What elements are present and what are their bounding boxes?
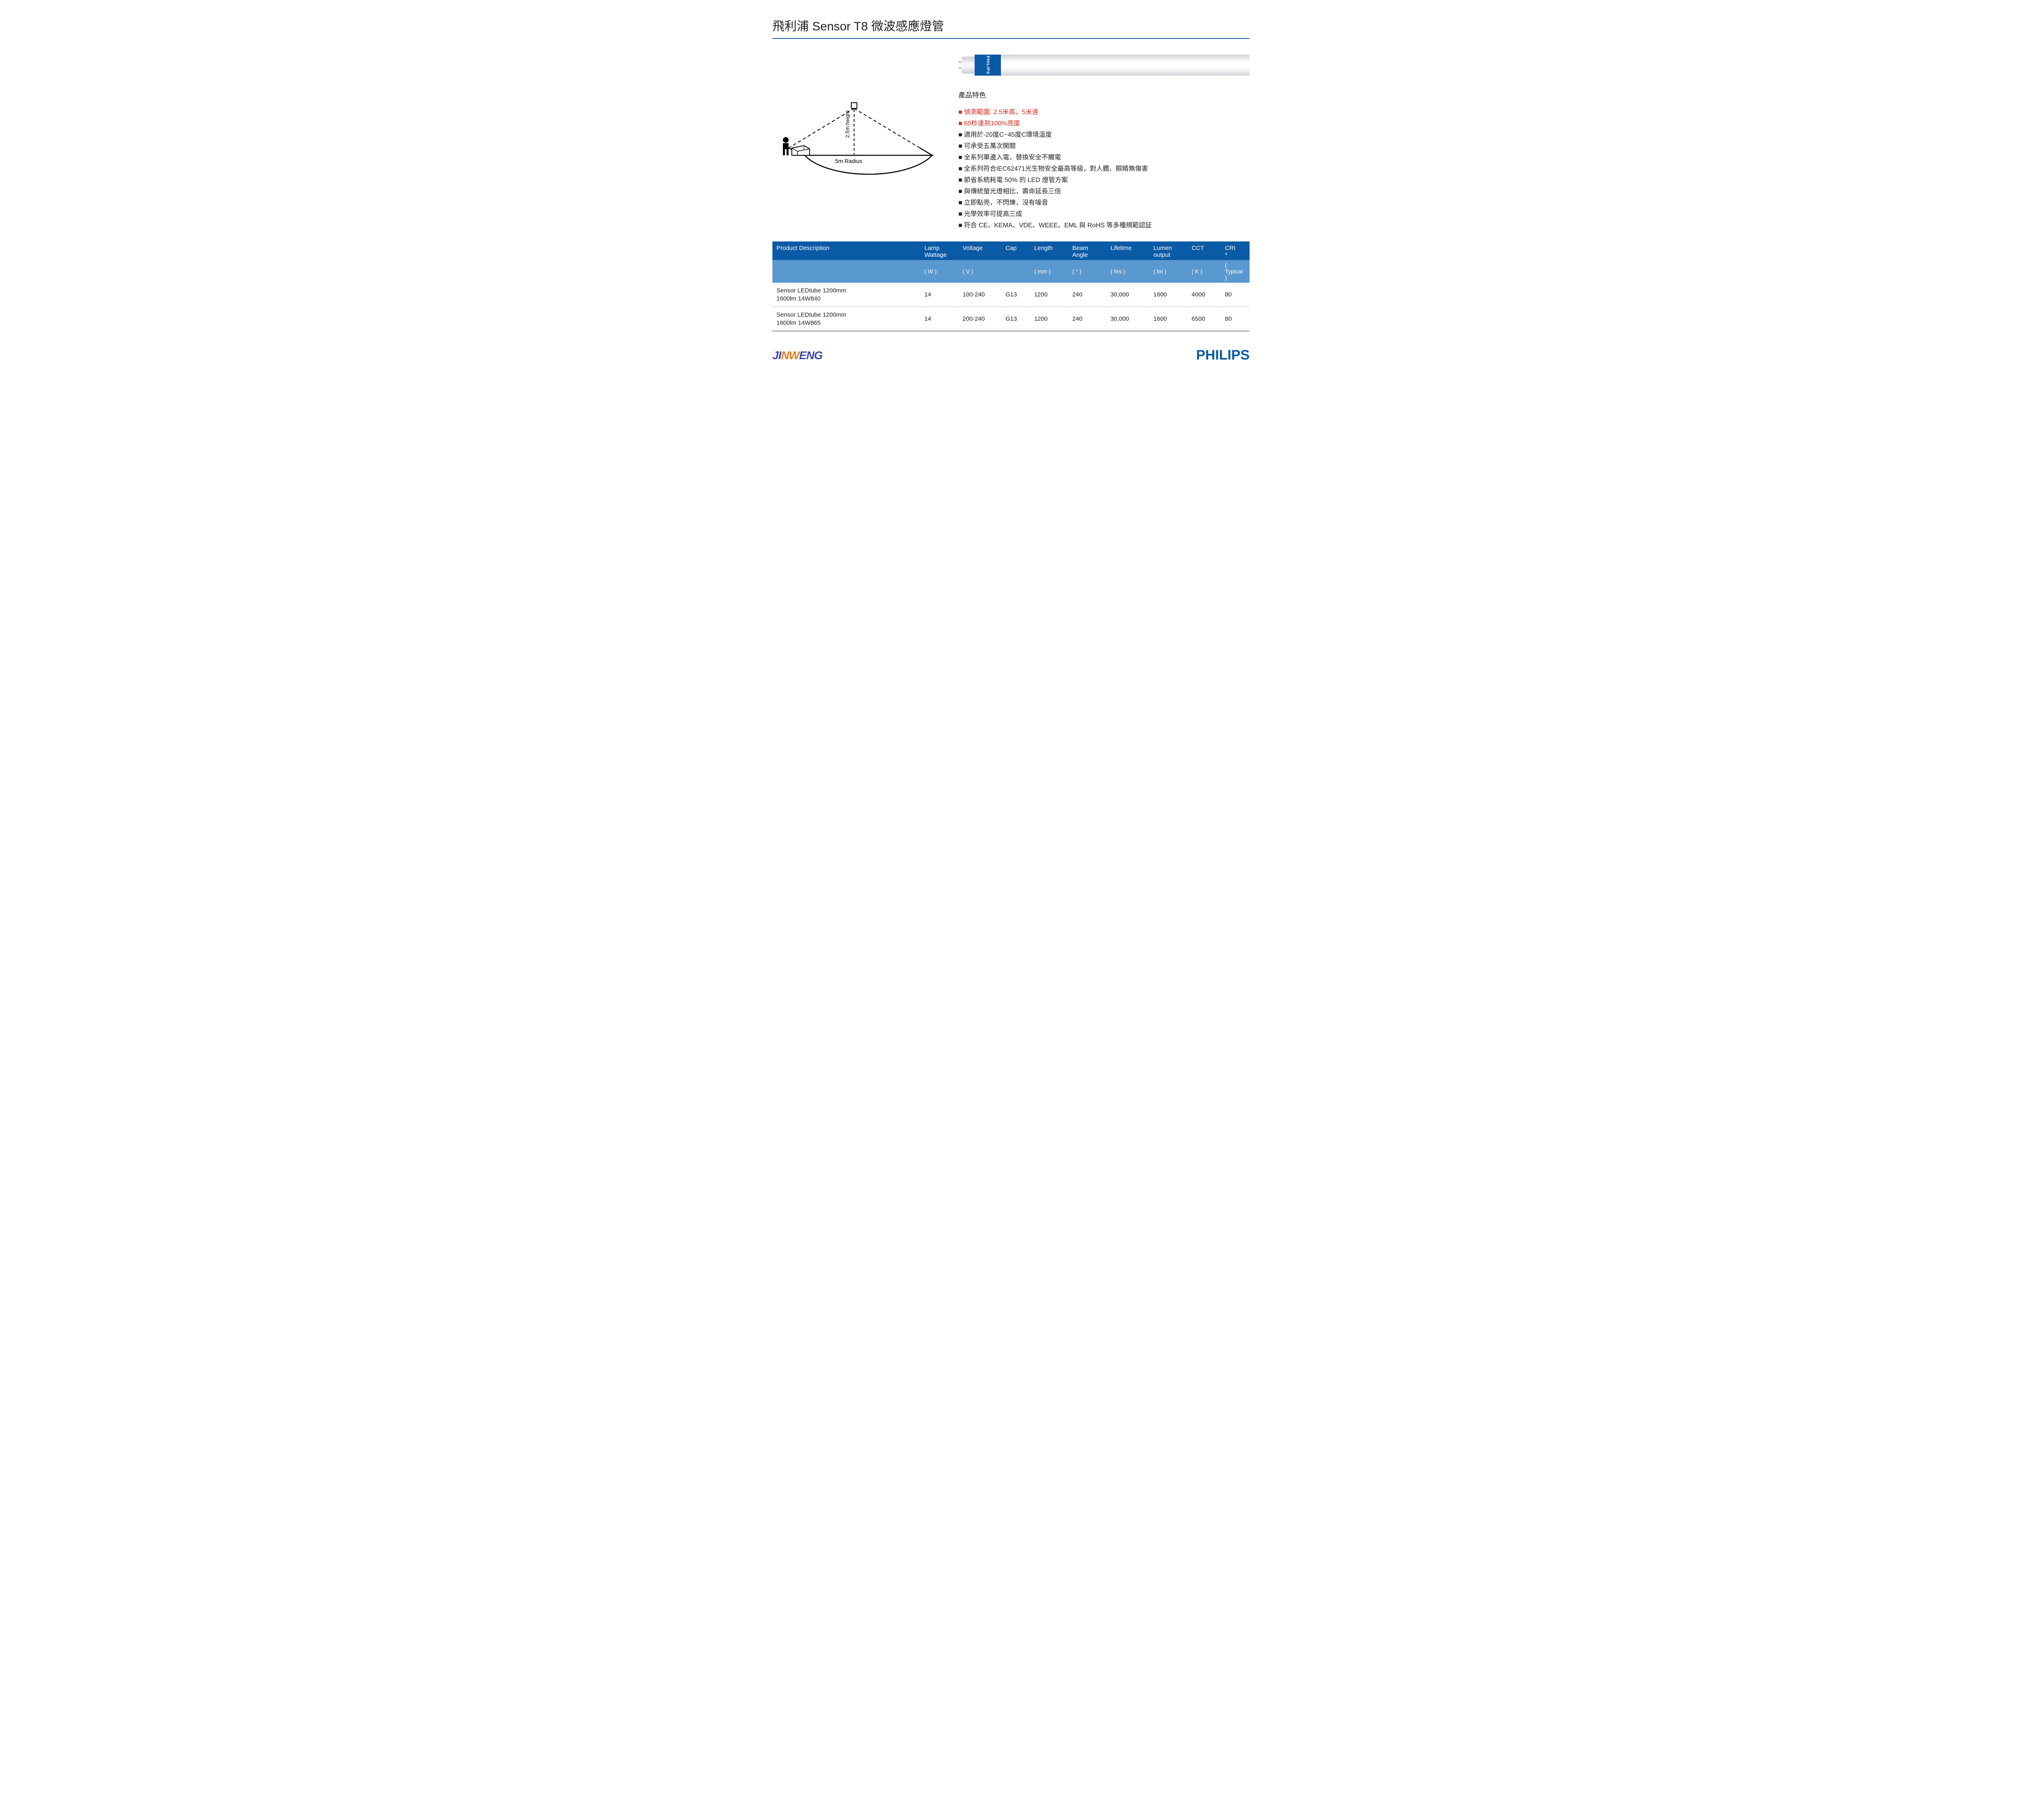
table-cell: 6500: [1188, 307, 1221, 331]
table-header-unit: [772, 260, 920, 283]
table-cell: Sensor LEDtube 1200mm1600lm 14W840: [772, 283, 920, 307]
table-header-unit: ( ° ): [1068, 260, 1106, 283]
table-header: CRI*: [1221, 241, 1250, 260]
table-cell: 100-240: [958, 283, 1001, 307]
diagram-column: 2.5m height 5m Radius: [772, 51, 942, 231]
jinweng-logo: JINWENG: [772, 349, 823, 362]
height-label: 2.5m height: [844, 110, 850, 138]
feature-list: ■偵測範圍: 2.5米高，5米遠■60秒達到100%亮度■適用於-20度C~45…: [958, 107, 1250, 231]
table-header: BeamAngle: [1068, 241, 1106, 260]
page-title: 飛利浦 Sensor T8 微波感應燈管: [772, 16, 1250, 39]
feature-item: ■與傳統螢光燈相比，壽命延長三倍: [958, 186, 1250, 197]
radius-label: 5m Radius: [835, 158, 862, 164]
detection-range-diagram: 2.5m height 5m Radius: [772, 99, 934, 188]
table-header-unit: ( W ): [920, 260, 958, 283]
footer: JINWENG PHILIPS: [772, 343, 1250, 363]
table-header: Length: [1030, 241, 1068, 260]
table-header: Lifetime: [1106, 241, 1149, 260]
table-header: LampWattage: [920, 241, 958, 260]
table-header-unit: ( K ): [1188, 260, 1221, 283]
table-cell: Sensor LEDtube 1200mm1600lm 14W865: [772, 307, 920, 331]
upper-section: 2.5m height 5m Radius PHILIPS: [772, 51, 1250, 231]
table-header: CCT: [1188, 241, 1221, 260]
feature-item: ■適用於-20度C~45度C環境溫度: [958, 129, 1250, 141]
product-tube-image: PHILIPS: [958, 51, 1250, 79]
table-header-unit: ( mm ): [1030, 260, 1068, 283]
table-cell: 30,000: [1106, 307, 1149, 331]
table-header-unit: [1001, 260, 1030, 283]
spec-table: Product DescriptionLampWattageVoltageCap…: [772, 241, 1250, 331]
table-row: Sensor LEDtube 1200mm1600lm 14W84014100-…: [772, 283, 1250, 307]
table-cell: 30,000: [1106, 283, 1149, 307]
feature-item: ■節省系統耗電 50% 的 LED 燈管方案: [958, 175, 1250, 186]
table-header-unit: ( V ): [958, 260, 1001, 283]
table-cell: 14: [920, 307, 958, 331]
table-cell: 80: [1221, 307, 1250, 331]
table-cell: 240: [1068, 283, 1106, 307]
table-header: Lumenoutput: [1149, 241, 1187, 260]
table-header-unit: ( Typical ): [1221, 260, 1250, 283]
features-heading: 產品特色: [958, 89, 1250, 99]
table-cell: 1600: [1149, 283, 1187, 307]
feature-item: ■光學效率可提高三成: [958, 209, 1250, 220]
table-cell: 240: [1068, 307, 1106, 331]
table-header-unit: ( lm ): [1149, 260, 1187, 283]
table-header: Cap: [1001, 241, 1030, 260]
features-column: PHILIPS 產品特色 ■偵測範圍: 2.5米高，5米遠■60秒達到100%亮…: [958, 51, 1250, 231]
table-row: Sensor LEDtube 1200mm1600lm 14W86514200-…: [772, 307, 1250, 331]
table-cell: G13: [1001, 307, 1030, 331]
table-cell: G13: [1001, 283, 1030, 307]
tube-brand-label: PHILIPS: [975, 55, 1001, 76]
philips-logo: PHILIPS: [1196, 347, 1250, 363]
table-cell: 1200: [1030, 283, 1068, 307]
feature-item: ■立即點亮，不閃爍，沒有噪音: [958, 197, 1250, 209]
table-header: Voltage: [958, 241, 1001, 260]
table-cell: 1200: [1030, 307, 1068, 331]
feature-item: ■60秒達到100%亮度: [958, 118, 1250, 129]
feature-item: ■全系列符合IEC62471光生物安全最高等級，對人體、眼睛無傷害: [958, 163, 1250, 175]
table-header: Product Description: [772, 241, 920, 260]
feature-item: ■符合 CE、KEMA、VDE、WEEE、EML 與 RoHS 等多種規範認証: [958, 220, 1250, 231]
table-cell: 80: [1221, 283, 1250, 307]
feature-item: ■全系列單邊入電，替換安全不觸電: [958, 152, 1250, 163]
feature-item: ■可承受五萬次開關: [958, 141, 1250, 152]
table-cell: 14: [920, 283, 958, 307]
table-cell: 1600: [1149, 307, 1187, 331]
table-header-unit: ( hrs ): [1106, 260, 1149, 283]
table-cell: 4000: [1188, 283, 1221, 307]
table-cell: 200-240: [958, 307, 1001, 331]
feature-item: ■偵測範圍: 2.5米高，5米遠: [958, 107, 1250, 118]
